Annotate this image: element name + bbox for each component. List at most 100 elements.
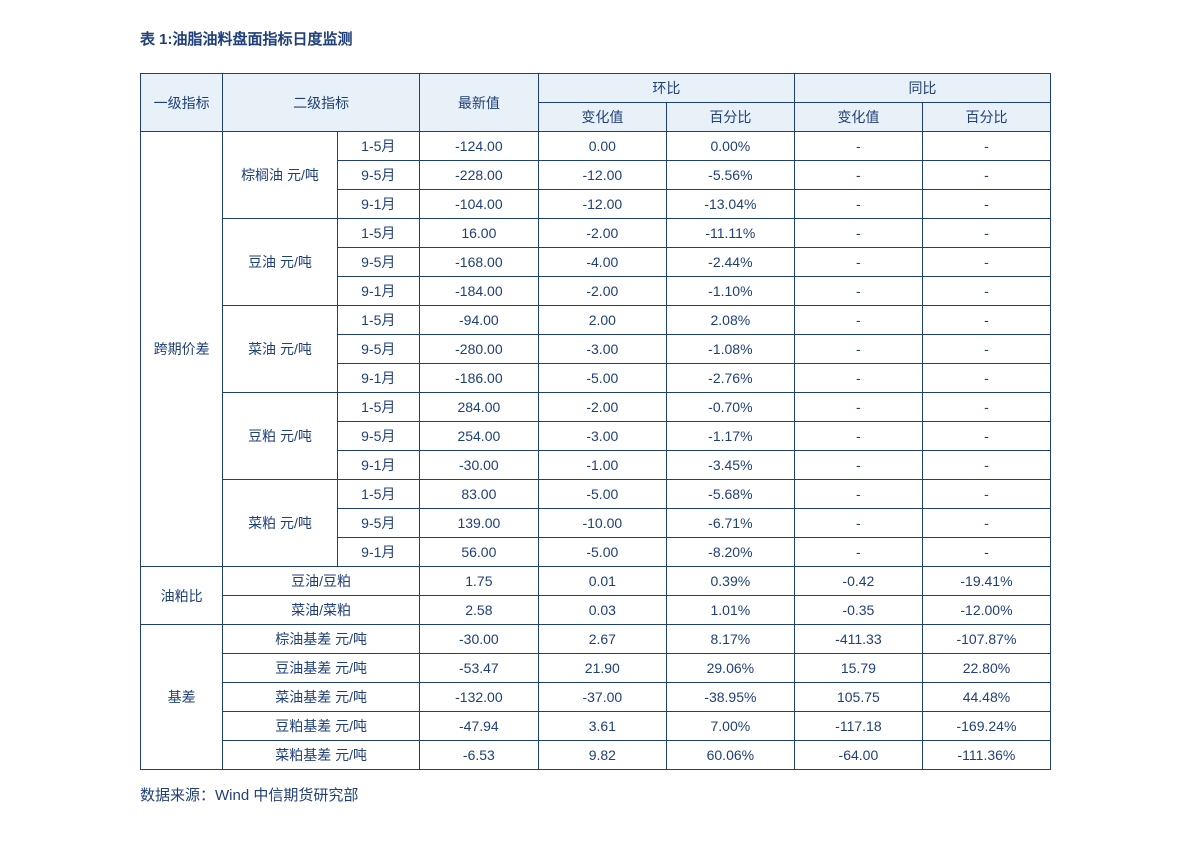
mom-pct: -1.10% <box>666 277 794 306</box>
mom-pct: 7.00% <box>666 712 794 741</box>
mom-pct: -0.70% <box>666 393 794 422</box>
header-yoy: 同比 <box>794 74 1050 103</box>
level2-indicator: 菜粕基差 元/吨 <box>223 741 420 770</box>
latest-value: -228.00 <box>419 161 538 190</box>
yoy-pct: - <box>922 335 1050 364</box>
yoy-pct: 22.80% <box>922 654 1050 683</box>
yoy-pct: -111.36% <box>922 741 1050 770</box>
latest-value: -132.00 <box>419 683 538 712</box>
period: 1-5月 <box>337 393 419 422</box>
mom-pct: 29.06% <box>666 654 794 683</box>
mom-value: -2.00 <box>538 219 666 248</box>
level2-indicator: 棕榈油 元/吨 <box>223 132 337 219</box>
latest-value: -124.00 <box>419 132 538 161</box>
yoy-pct: -12.00% <box>922 596 1050 625</box>
period: 9-1月 <box>337 451 419 480</box>
mom-value: -10.00 <box>538 509 666 538</box>
mom-pct: -5.56% <box>666 161 794 190</box>
level1-indicator: 油粕比 <box>141 567 223 625</box>
period: 1-5月 <box>337 219 419 248</box>
period: 1-5月 <box>337 306 419 335</box>
level2-indicator: 菜油基差 元/吨 <box>223 683 420 712</box>
yoy-pct: - <box>922 422 1050 451</box>
period: 9-5月 <box>337 248 419 277</box>
mom-pct: -5.68% <box>666 480 794 509</box>
period: 9-1月 <box>337 538 419 567</box>
header-mom: 环比 <box>538 74 794 103</box>
yoy-pct: - <box>922 306 1050 335</box>
mom-value: 0.01 <box>538 567 666 596</box>
table-row: 豆粕基差 元/吨-47.943.617.00%-117.18-169.24% <box>141 712 1051 741</box>
period: 9-5月 <box>337 509 419 538</box>
yoy-value: -411.33 <box>794 625 922 654</box>
table-row: 豆油 元/吨1-5月16.00-2.00-11.11%-- <box>141 219 1051 248</box>
latest-value: 254.00 <box>419 422 538 451</box>
yoy-pct: - <box>922 451 1050 480</box>
mom-pct: -2.44% <box>666 248 794 277</box>
yoy-pct: - <box>922 132 1050 161</box>
mom-value: 21.90 <box>538 654 666 683</box>
latest-value: -186.00 <box>419 364 538 393</box>
mom-pct: 60.06% <box>666 741 794 770</box>
yoy-value: - <box>794 538 922 567</box>
yoy-pct: - <box>922 248 1050 277</box>
level1-indicator: 基差 <box>141 625 223 770</box>
yoy-pct: - <box>922 277 1050 306</box>
period: 9-5月 <box>337 422 419 451</box>
mom-value: 2.00 <box>538 306 666 335</box>
yoy-pct: -107.87% <box>922 625 1050 654</box>
mom-pct: -38.95% <box>666 683 794 712</box>
yoy-pct: - <box>922 393 1050 422</box>
yoy-value: -117.18 <box>794 712 922 741</box>
yoy-value: -0.35 <box>794 596 922 625</box>
mom-value: -5.00 <box>538 480 666 509</box>
table-row: 菜油 元/吨1-5月-94.002.002.08%-- <box>141 306 1051 335</box>
page-container: 表 1:油脂油料盘面指标日度监测 一级指标 二级指标 最新值 环比 同比 变化值… <box>0 0 1191 805</box>
yoy-value: - <box>794 509 922 538</box>
mom-value: -12.00 <box>538 161 666 190</box>
yoy-pct: - <box>922 219 1050 248</box>
level2-indicator: 菜油 元/吨 <box>223 306 337 393</box>
yoy-pct: - <box>922 364 1050 393</box>
yoy-value: - <box>794 132 922 161</box>
level2-indicator: 豆油/豆粕 <box>223 567 420 596</box>
level2-indicator: 豆油基差 元/吨 <box>223 654 420 683</box>
latest-value: -280.00 <box>419 335 538 364</box>
level2-indicator: 豆粕基差 元/吨 <box>223 712 420 741</box>
latest-value: -6.53 <box>419 741 538 770</box>
level2-indicator: 菜粕 元/吨 <box>223 480 337 567</box>
mom-pct: 0.00% <box>666 132 794 161</box>
yoy-value: - <box>794 335 922 364</box>
level2-indicator: 豆粕 元/吨 <box>223 393 337 480</box>
level2-indicator: 豆油 元/吨 <box>223 219 337 306</box>
yoy-pct: - <box>922 509 1050 538</box>
level2-indicator: 菜油/菜粕 <box>223 596 420 625</box>
yoy-value: - <box>794 161 922 190</box>
latest-value: -53.47 <box>419 654 538 683</box>
yoy-pct: - <box>922 538 1050 567</box>
mom-value: -1.00 <box>538 451 666 480</box>
latest-value: 16.00 <box>419 219 538 248</box>
yoy-pct: 44.48% <box>922 683 1050 712</box>
table-row: 菜粕基差 元/吨-6.539.8260.06%-64.00-111.36% <box>141 741 1051 770</box>
latest-value: 83.00 <box>419 480 538 509</box>
mom-pct: 2.08% <box>666 306 794 335</box>
mom-pct: -6.71% <box>666 509 794 538</box>
mom-value: -5.00 <box>538 364 666 393</box>
mom-value: 0.00 <box>538 132 666 161</box>
mom-value: -2.00 <box>538 277 666 306</box>
latest-value: 1.75 <box>419 567 538 596</box>
yoy-value: 15.79 <box>794 654 922 683</box>
mom-pct: -1.08% <box>666 335 794 364</box>
yoy-value: - <box>794 190 922 219</box>
period: 1-5月 <box>337 480 419 509</box>
period: 1-5月 <box>337 132 419 161</box>
table-row: 菜粕 元/吨1-5月83.00-5.00-5.68%-- <box>141 480 1051 509</box>
latest-value: 56.00 <box>419 538 538 567</box>
latest-value: 284.00 <box>419 393 538 422</box>
mom-pct: -3.45% <box>666 451 794 480</box>
period: 9-1月 <box>337 277 419 306</box>
yoy-value: - <box>794 277 922 306</box>
yoy-value: - <box>794 248 922 277</box>
latest-value: 2.58 <box>419 596 538 625</box>
